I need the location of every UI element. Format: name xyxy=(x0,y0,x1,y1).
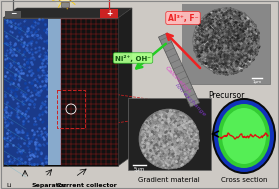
Bar xyxy=(48,19,61,165)
Bar xyxy=(213,98,275,170)
Ellipse shape xyxy=(214,100,274,172)
Bar xyxy=(3,18,118,166)
Ellipse shape xyxy=(222,108,266,164)
Bar xyxy=(61,2,69,7)
Text: Precursor: Precursor xyxy=(208,91,244,100)
Text: +: + xyxy=(106,9,112,18)
Text: 1μm: 1μm xyxy=(252,80,262,84)
Text: Li: Li xyxy=(6,183,11,188)
Circle shape xyxy=(139,109,199,169)
Text: 5μm: 5μm xyxy=(133,167,145,172)
Text: Gradient material: Gradient material xyxy=(138,177,200,183)
Text: Cross section: Cross section xyxy=(221,177,267,183)
Text: Ni²⁺, OH⁻: Ni²⁺, OH⁻ xyxy=(115,54,151,61)
Text: Ion exchange: Ion exchange xyxy=(174,83,206,117)
Bar xyxy=(57,90,85,128)
Text: Separator: Separator xyxy=(31,183,66,188)
Ellipse shape xyxy=(212,98,276,174)
Circle shape xyxy=(58,0,72,3)
Bar xyxy=(4,19,48,165)
Polygon shape xyxy=(3,8,132,18)
Polygon shape xyxy=(158,33,199,107)
Circle shape xyxy=(193,8,259,74)
Bar xyxy=(182,4,270,84)
Text: Al³⁺, F⁻: Al³⁺, F⁻ xyxy=(168,13,198,22)
Text: Current collector: Current collector xyxy=(57,183,117,188)
Ellipse shape xyxy=(218,104,270,168)
Bar xyxy=(5,11,21,18)
Bar xyxy=(100,9,118,18)
Polygon shape xyxy=(118,8,132,166)
Bar xyxy=(128,98,211,170)
Bar xyxy=(182,4,270,84)
Text: Calcination: Calcination xyxy=(164,65,192,94)
Bar xyxy=(61,19,118,165)
Text: −: − xyxy=(10,9,16,19)
Circle shape xyxy=(54,0,76,7)
